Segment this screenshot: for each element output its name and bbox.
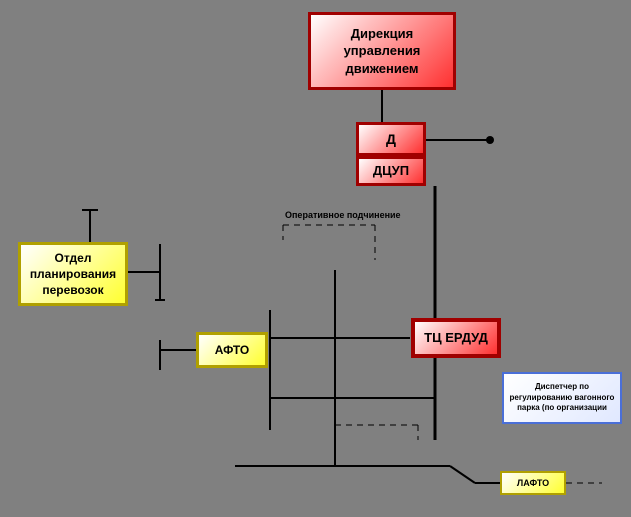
text-line: Дирекция — [344, 25, 421, 43]
diagram-canvas: Дирекция управления движением Д ДЦУП Отд… — [0, 0, 631, 517]
node-otdel: Отдел планирования перевозок — [18, 242, 128, 306]
text-line: движением — [344, 60, 421, 78]
text-line: АФТО — [215, 342, 250, 358]
text-line: перевозок — [30, 282, 116, 298]
node-afto: АФТО — [196, 332, 268, 368]
label-operational-subordination: Оперативное подчинение — [285, 210, 401, 220]
node-lafto: ЛАФТО — [500, 471, 566, 495]
text-line: ДЦУП — [373, 162, 409, 180]
node-direktsiya: Дирекция управления движением — [308, 12, 456, 90]
text-line: Д — [386, 130, 396, 149]
node-d: Д — [356, 122, 426, 156]
text-line: управления — [344, 42, 421, 60]
text-line: ТЦ ЕРДУД — [424, 329, 488, 347]
node-dcup: ДЦУП — [356, 156, 426, 186]
node-tc-erdud: ТЦ ЕРДУД — [411, 318, 501, 358]
text-line: Диспетчер по — [510, 382, 615, 393]
node-dispatcher: Диспетчер по регулированию вагонного пар… — [502, 372, 622, 424]
text-line: планирования — [30, 266, 116, 282]
text-line: регулированию вагонного — [510, 393, 615, 404]
text-line: парка (по организации — [510, 403, 615, 414]
text-line: Отдел — [30, 250, 116, 266]
text-line: ЛАФТО — [517, 477, 549, 489]
